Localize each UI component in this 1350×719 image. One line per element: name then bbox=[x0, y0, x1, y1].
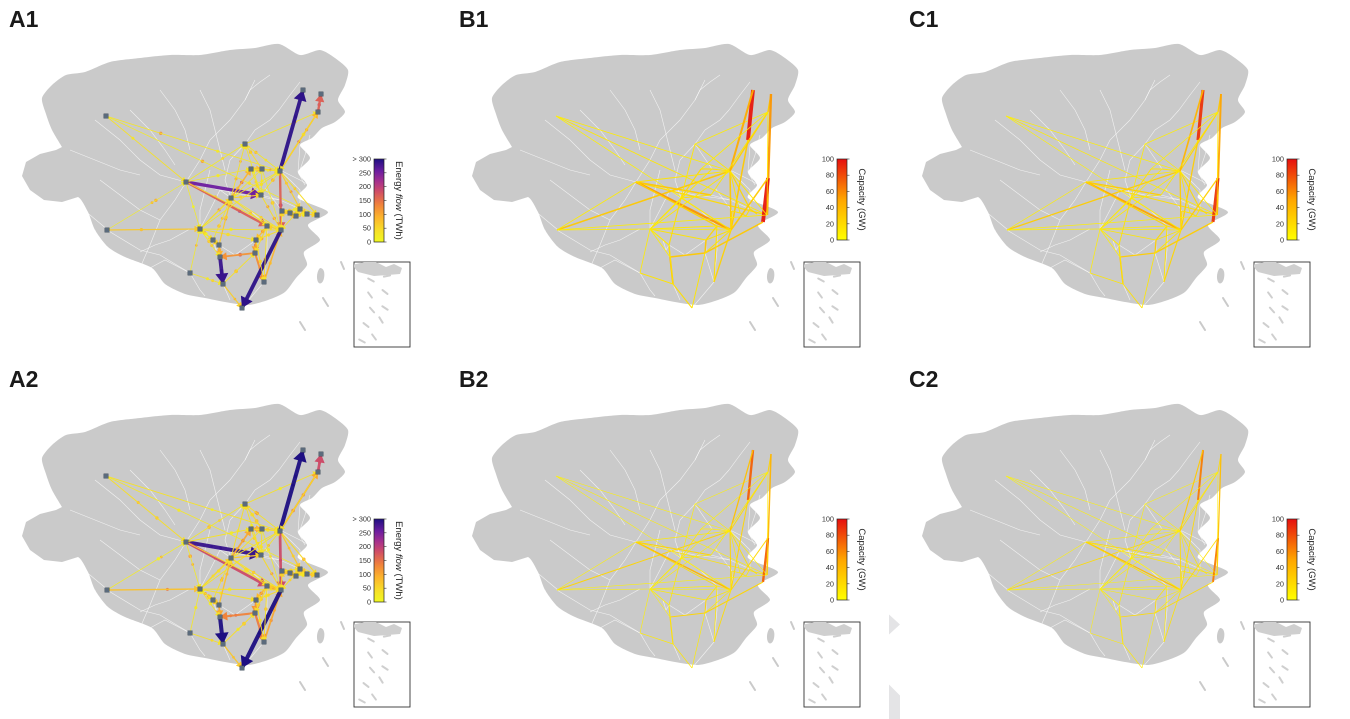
svg-text:0: 0 bbox=[367, 597, 371, 606]
svg-text:Capacity (GW): Capacity (GW) bbox=[856, 528, 867, 590]
svg-text:100: 100 bbox=[359, 210, 371, 219]
svg-text:0: 0 bbox=[1280, 595, 1284, 604]
svg-text:20: 20 bbox=[1276, 579, 1284, 588]
svg-text:> 300: > 300 bbox=[353, 514, 371, 523]
svg-text:0: 0 bbox=[830, 236, 834, 245]
svg-text:Capacity (GW): Capacity (GW) bbox=[856, 168, 867, 230]
svg-text:A1: A1 bbox=[9, 6, 39, 32]
svg-text:> 300: > 300 bbox=[353, 155, 371, 164]
svg-text:0: 0 bbox=[367, 238, 371, 247]
svg-text:40: 40 bbox=[1276, 563, 1284, 572]
svg-text:100: 100 bbox=[1272, 155, 1284, 164]
svg-text:Capacity (GW): Capacity (GW) bbox=[1306, 168, 1317, 230]
svg-text:Capacity (GW): Capacity (GW) bbox=[1306, 528, 1317, 590]
svg-text:200: 200 bbox=[359, 542, 371, 551]
svg-text:80: 80 bbox=[826, 171, 834, 180]
svg-text:80: 80 bbox=[1276, 171, 1284, 180]
svg-text:50: 50 bbox=[363, 583, 371, 592]
svg-text:B2: B2 bbox=[459, 366, 488, 392]
svg-text:60: 60 bbox=[1276, 187, 1284, 196]
svg-text:C2: C2 bbox=[909, 366, 938, 392]
svg-text:150: 150 bbox=[359, 556, 371, 565]
svg-text:B1: B1 bbox=[459, 6, 489, 32]
svg-text:100: 100 bbox=[822, 514, 834, 523]
svg-text:50: 50 bbox=[363, 224, 371, 233]
svg-text:Energy flow (TWh): Energy flow (TWh) bbox=[393, 521, 404, 600]
svg-text:20: 20 bbox=[1276, 219, 1284, 228]
svg-text:40: 40 bbox=[1276, 203, 1284, 212]
svg-text:Energy flow (TWh): Energy flow (TWh) bbox=[393, 161, 404, 240]
svg-text:60: 60 bbox=[1276, 546, 1284, 555]
svg-text:40: 40 bbox=[826, 203, 834, 212]
svg-text:80: 80 bbox=[1276, 530, 1284, 539]
svg-text:40: 40 bbox=[826, 563, 834, 572]
svg-text:0: 0 bbox=[1280, 236, 1284, 245]
svg-text:80: 80 bbox=[826, 530, 834, 539]
svg-text:150: 150 bbox=[359, 196, 371, 205]
svg-text:60: 60 bbox=[826, 546, 834, 555]
svg-text:C1: C1 bbox=[909, 6, 939, 32]
svg-text:200: 200 bbox=[359, 182, 371, 191]
svg-text:100: 100 bbox=[1272, 514, 1284, 523]
svg-text:20: 20 bbox=[826, 579, 834, 588]
svg-text:20: 20 bbox=[826, 219, 834, 228]
svg-text:100: 100 bbox=[822, 155, 834, 164]
svg-text:60: 60 bbox=[826, 187, 834, 196]
svg-text:250: 250 bbox=[359, 168, 371, 177]
svg-text:A2: A2 bbox=[9, 366, 38, 392]
svg-text:0: 0 bbox=[830, 595, 834, 604]
svg-text:100: 100 bbox=[359, 569, 371, 578]
svg-text:250: 250 bbox=[359, 528, 371, 537]
